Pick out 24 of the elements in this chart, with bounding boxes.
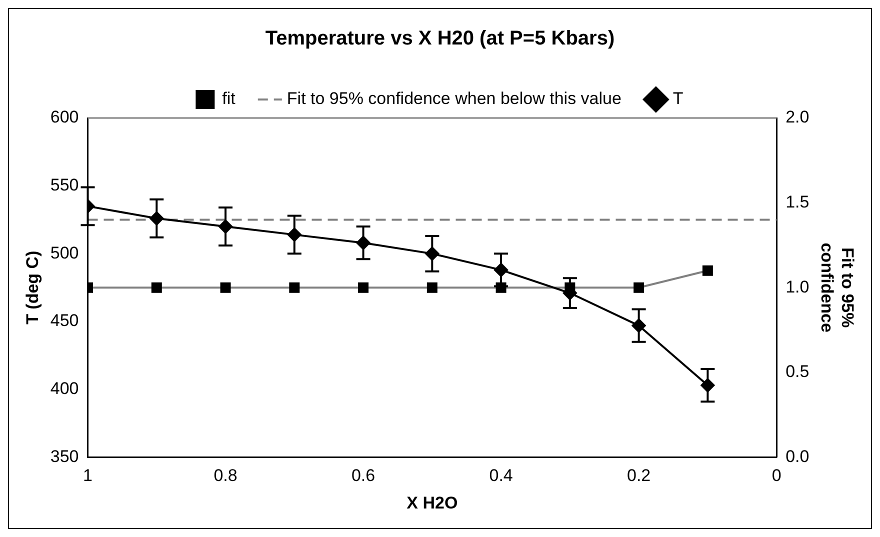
legend-label: fit xyxy=(222,89,236,108)
y2-tick-label: 1.5 xyxy=(786,192,810,212)
y-tick-label: 400 xyxy=(50,379,79,398)
x-tick-label: 0.8 xyxy=(214,466,238,486)
chart-title: Temperature vs X H20 (at P=5 Kbars) xyxy=(265,28,615,50)
y2-tick-label: 1.0 xyxy=(786,277,810,296)
y-tick-label: 600 xyxy=(50,108,79,127)
y-tick-label: 350 xyxy=(50,446,79,466)
x-tick-label: 0.6 xyxy=(351,466,376,486)
y-tick-label: 500 xyxy=(50,243,79,262)
x-tick-label: 1 xyxy=(83,466,92,486)
legend-label: T xyxy=(672,89,684,108)
x-tick-label: 0.4 xyxy=(489,466,513,486)
x-tick-label: 0 xyxy=(772,466,782,486)
y2-tick-label: 0.5 xyxy=(786,362,810,382)
y2-tick-label: 2.0 xyxy=(786,108,810,127)
legend-label: Fit to 95% confidence when below this value xyxy=(286,89,622,108)
y2-tick-label: 0.0 xyxy=(786,446,810,466)
y-tick-label: 450 xyxy=(50,311,79,330)
x-axis-title: X H2O xyxy=(406,493,458,512)
y-axis-title: T (deg C) xyxy=(22,250,42,324)
y2-axis-title: Fit to 95% confidence xyxy=(818,242,858,332)
x-tick-label: 0.2 xyxy=(626,466,651,486)
y-tick-label: 550 xyxy=(50,176,79,195)
